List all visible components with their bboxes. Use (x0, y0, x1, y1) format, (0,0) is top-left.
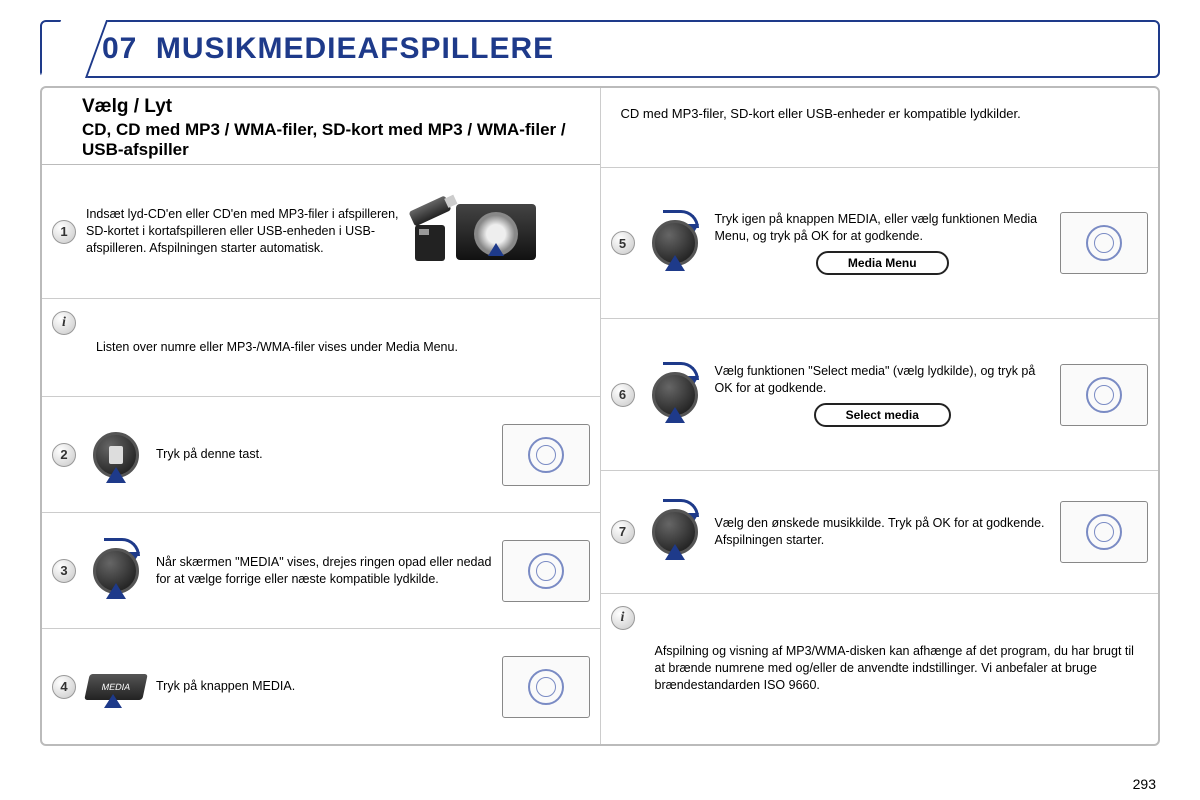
step-7: 7 Vælg den ønskede musikkilde. Tryk på O… (601, 471, 1159, 594)
console-diagram (1060, 501, 1148, 563)
step-3-icon (86, 548, 146, 594)
section-title-2: CD, CD med MP3 / WMA-filer, SD-kort med … (82, 120, 580, 160)
sd-card-icon (415, 225, 445, 261)
step-6-icon (645, 372, 705, 418)
step-number-5: 5 (611, 231, 635, 255)
media-button-icon: MEDIA (84, 674, 148, 700)
dial-icon (652, 509, 698, 555)
step-5-text: Tryk igen på knappen MEDIA, eller vælg f… (715, 211, 1051, 245)
step-number-1: 1 (52, 220, 76, 244)
step-6-text: Vælg funktionen "Select media" (vælg lyd… (715, 363, 1051, 397)
select-media-button[interactable]: Select media (814, 403, 951, 427)
step-1-text: Indsæt lyd-CD'en eller CD'en med MP3-fil… (86, 206, 400, 257)
step-3-text: Når skærmen "MEDIA" vises, drejes ringen… (156, 554, 492, 588)
console-diagram (502, 540, 590, 602)
step-number-4: 4 (52, 675, 76, 699)
step-2-text: Tryk på denne tast. (156, 446, 492, 463)
device-icons (410, 203, 590, 261)
step-5: 5 Tryk igen på knappen MEDIA, eller vælg… (601, 168, 1159, 319)
step-2-icon (86, 432, 146, 478)
section-title-1: Vælg / Lyt (82, 96, 580, 118)
step-number-7: 7 (611, 520, 635, 544)
console-diagram (502, 656, 590, 718)
usb-icon (408, 195, 451, 226)
left-column: Vælg / Lyt CD, CD med MP3 / WMA-filer, S… (42, 88, 601, 744)
dial-icon (652, 220, 698, 266)
info-1: i Listen over numre eller MP3-/WMA-filer… (42, 299, 600, 397)
step-5-icon (645, 220, 705, 266)
info-2-text: Afspilning og visning af MP3/WMA-disken … (645, 643, 1149, 694)
media-menu-button[interactable]: Media Menu (816, 251, 949, 275)
step-3: 3 Når skærmen "MEDIA" vises, drejes ring… (42, 513, 600, 629)
step-4-text: Tryk på knappen MEDIA. (156, 678, 492, 695)
info-icon: i (52, 311, 76, 335)
step-number-3: 3 (52, 559, 76, 583)
step-1: 1 Indsæt lyd-CD'en eller CD'en med MP3-f… (42, 165, 600, 299)
console-diagram (1060, 212, 1148, 274)
info-2: i Afspilning og visning af MP3/WMA-diske… (601, 594, 1159, 744)
step-7-icon (645, 509, 705, 555)
step-number-2: 2 (52, 443, 76, 467)
console-diagram (1060, 364, 1148, 426)
header-title: MUSIKMEDIEAFSPILLERE (156, 32, 554, 65)
dial-icon (93, 548, 139, 594)
console-diagram (502, 424, 590, 486)
header-number: 07 (102, 32, 137, 65)
right-intro: CD med MP3-filer, SD-kort eller USB-enhe… (601, 88, 1159, 168)
info-icon: i (611, 606, 635, 630)
page-number: 293 (1133, 776, 1156, 792)
content-box: Vælg / Lyt CD, CD med MP3 / WMA-filer, S… (40, 86, 1160, 746)
right-column: CD med MP3-filer, SD-kort eller USB-enhe… (601, 88, 1159, 744)
dial-button-icon (93, 432, 139, 478)
page-header: 07 MUSIKMEDIEAFSPILLERE (40, 20, 1160, 78)
section-title: Vælg / Lyt CD, CD med MP3 / WMA-filer, S… (42, 88, 600, 165)
dial-icon (652, 372, 698, 418)
info-1-text: Listen over numre eller MP3-/WMA-filer v… (86, 339, 590, 356)
step-number-6: 6 (611, 383, 635, 407)
step-4: 4 MEDIA Tryk på knappen MEDIA. (42, 629, 600, 744)
step-7-text: Vælg den ønskede musikkilde. Tryk på OK … (715, 515, 1051, 549)
step-2: 2 Tryk på denne tast. (42, 397, 600, 513)
step-6: 6 Vælg funktionen "Select media" (vælg l… (601, 319, 1159, 470)
step-4-icon: MEDIA (86, 674, 146, 700)
cd-player-icon (456, 204, 536, 260)
